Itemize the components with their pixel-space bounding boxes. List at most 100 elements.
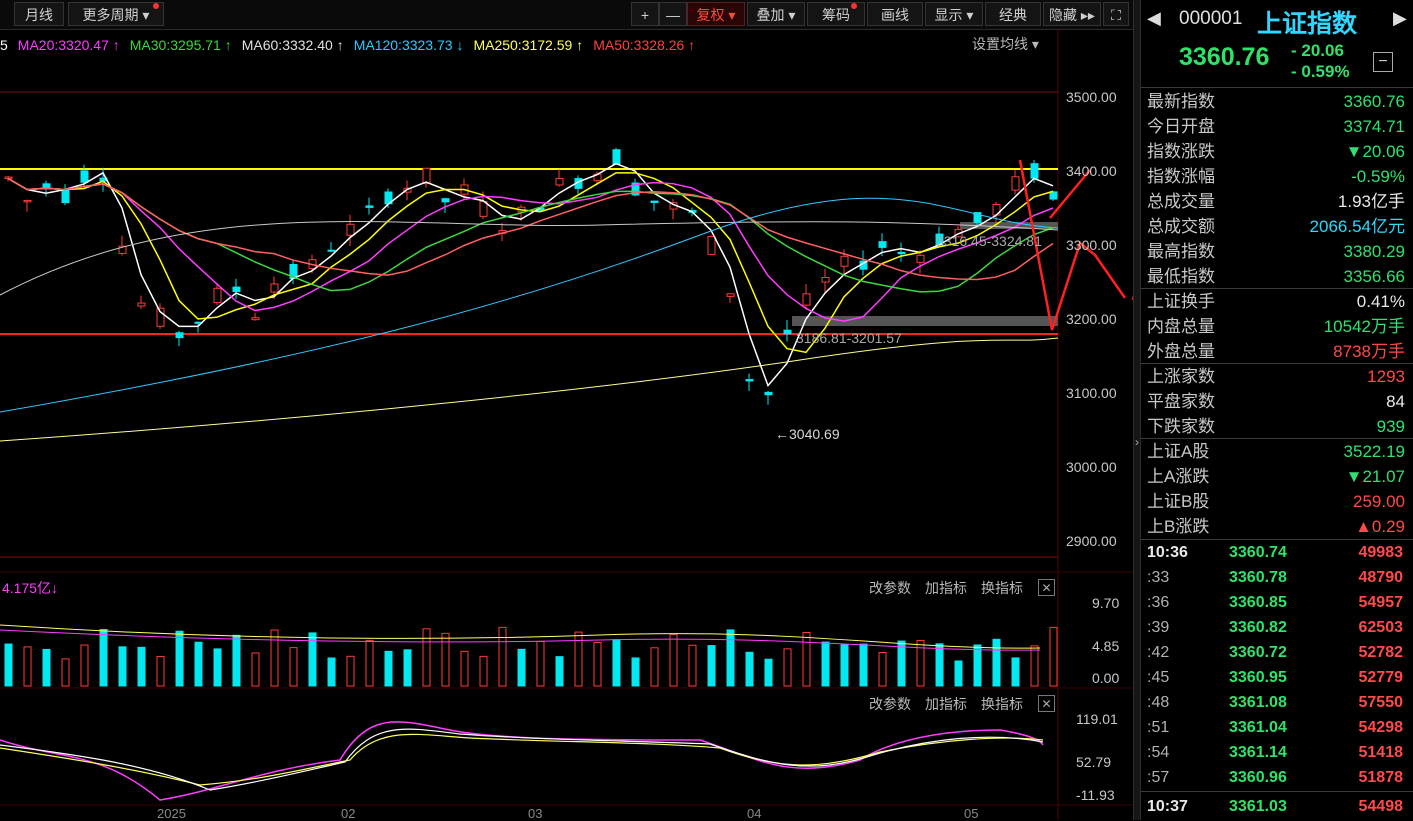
- gap-box-high: [960, 222, 1058, 229]
- gap-low-annotation: 3186.81-3201.57: [796, 330, 902, 346]
- display-dropdown[interactable]: 显示 ▾: [925, 2, 983, 26]
- stat-value: 0.41%: [1356, 292, 1405, 311]
- zoom-out-button[interactable]: —: [659, 2, 687, 26]
- stat-value: 1293: [1367, 367, 1405, 386]
- candle-body: [365, 205, 374, 208]
- stock-name: 上证指数: [1257, 10, 1358, 38]
- next-stock-icon[interactable]: ▶: [1393, 8, 1407, 28]
- classic-button[interactable]: 经典: [985, 2, 1041, 26]
- stat-value: 259.00: [1353, 492, 1405, 511]
- volume-bar: [42, 648, 51, 687]
- indicator-close-icon[interactable]: ✕: [1038, 695, 1055, 712]
- tick-time: :57: [1147, 769, 1170, 786]
- tick-volume: 52782: [1358, 644, 1404, 661]
- tick-volume: 52779: [1358, 669, 1404, 686]
- volume-bar: [194, 641, 203, 687]
- candle-body: [1049, 191, 1058, 200]
- tick-row: 10:37 3361.03 54498: [1141, 794, 1413, 819]
- ma-legend-item: MA120:3323.73 ↓: [353, 37, 464, 53]
- volume-bar: [137, 646, 146, 687]
- volume-bar: [707, 645, 716, 687]
- stat-row: 上涨家数 1293: [1147, 364, 1405, 389]
- more-period-dropdown[interactable]: 更多周期 ▾: [68, 2, 164, 26]
- separator: [1141, 791, 1413, 792]
- volume-bar: [764, 658, 773, 687]
- fullscreen-icon[interactable]: ⛶: [1103, 2, 1129, 26]
- ma-settings-button[interactable]: 设置均线 ▾: [972, 36, 1039, 52]
- collapse-handle-icon[interactable]: ›: [1135, 435, 1139, 449]
- stat-key: 外盘总量: [1147, 342, 1215, 361]
- stat-key: 总成交额: [1147, 217, 1215, 236]
- candle-body: [403, 187, 412, 193]
- volume-bar: [745, 651, 754, 687]
- tick-price: 3360.72: [1229, 644, 1287, 661]
- tick-price: 3360.78: [1229, 569, 1287, 586]
- price-tick-label: 3000.00: [1066, 459, 1117, 475]
- candle-body: [726, 293, 735, 297]
- tick-price: 3361.14: [1229, 744, 1287, 761]
- prev-stock-icon[interactable]: ◀: [1147, 8, 1161, 28]
- indicator-line-j: [0, 728, 1044, 791]
- draw-line-button[interactable]: 画线: [867, 2, 923, 26]
- candle-body: [517, 206, 526, 213]
- stat-key: 今日开盘: [1147, 117, 1215, 136]
- candle-body: [118, 245, 127, 254]
- volume-switch-indicator-button[interactable]: 换指标: [981, 580, 1023, 596]
- candle-body: [479, 200, 488, 217]
- hide-label: 隐藏: [1049, 7, 1078, 23]
- candle-body: [1030, 163, 1039, 179]
- hide-button[interactable]: 隐藏 ▸▸: [1043, 2, 1101, 26]
- collapse-icon[interactable]: −: [1373, 52, 1393, 72]
- indicator-line-k: [0, 721, 1044, 801]
- notification-dot: [153, 3, 159, 9]
- restore-rights-dropdown[interactable]: 复权 ▾: [687, 2, 745, 26]
- stat-value: 3360.76: [1343, 92, 1405, 111]
- volume-bar: [270, 629, 279, 687]
- volume-bar: [726, 629, 735, 687]
- candle-body: [1011, 176, 1020, 191]
- low-annotation: ←3040.69: [775, 426, 840, 442]
- volume-add-indicator-button[interactable]: 加指标: [925, 580, 967, 596]
- stat-key: 上证换手: [1147, 292, 1215, 311]
- separator: [1141, 87, 1413, 88]
- price-tick-label: 3500.00: [1066, 89, 1117, 105]
- volume-close-icon[interactable]: ✕: [1038, 579, 1055, 596]
- volume-bar: [992, 638, 1001, 687]
- candle-body: [707, 236, 716, 255]
- indicator-modify-params-button[interactable]: 改参数: [869, 696, 911, 712]
- ma-legend-item: 5: [0, 37, 8, 53]
- candle-body: [346, 223, 355, 236]
- volume-bar: [99, 628, 108, 687]
- stat-value: 84: [1386, 392, 1405, 411]
- tick-time: :45: [1147, 669, 1170, 686]
- volume-value: 4.175亿: [2, 580, 52, 596]
- stat-row: 下跌家数 939: [1147, 414, 1405, 439]
- stat-key: 内盘总量: [1147, 317, 1215, 336]
- quote-panel: ◀ 000001 上证指数 ▶ 3360.76 - 20.06 - 0.59% …: [1141, 0, 1413, 820]
- overlay-dropdown[interactable]: 叠加 ▾: [747, 2, 805, 26]
- price-tick-label: 3400.00: [1066, 163, 1117, 179]
- stat-key: 指数涨幅: [1147, 167, 1215, 186]
- period-monthly-button[interactable]: 月线: [14, 2, 64, 26]
- candle-body: [251, 317, 260, 321]
- chart-toolbar: 月线 更多周期 ▾ + — 复权 ▾ 叠加 ▾ 筹码 画线 显示 ▾ 经典 隐藏…: [0, 0, 1133, 30]
- stat-row: 最低指数 3356.66: [1147, 264, 1405, 289]
- tick-time: :51: [1147, 719, 1170, 736]
- tick-price: 3360.95: [1229, 669, 1287, 686]
- stat-row: 今日开盘 3374.71: [1147, 114, 1405, 139]
- volume-bar: [536, 641, 545, 687]
- panel-divider[interactable]: ›: [1133, 0, 1141, 820]
- tick-time: 10:37: [1147, 798, 1188, 815]
- current-price: 3360.76: [1179, 43, 1270, 71]
- volume-modify-params-button[interactable]: 改参数: [869, 580, 911, 596]
- indicator-switch-indicator-button[interactable]: 换指标: [981, 696, 1023, 712]
- candle-body: [555, 177, 564, 186]
- zoom-in-button[interactable]: +: [631, 2, 659, 26]
- tick-price: 3360.74: [1229, 544, 1287, 561]
- tick-time: :36: [1147, 594, 1170, 611]
- indicator-add-indicator-button[interactable]: 加指标: [925, 696, 967, 712]
- ma5-line: [7, 162, 1054, 388]
- volume-bar: [80, 644, 89, 687]
- time-tick-label: 03: [528, 806, 543, 821]
- stat-key: 最低指数: [1147, 267, 1215, 286]
